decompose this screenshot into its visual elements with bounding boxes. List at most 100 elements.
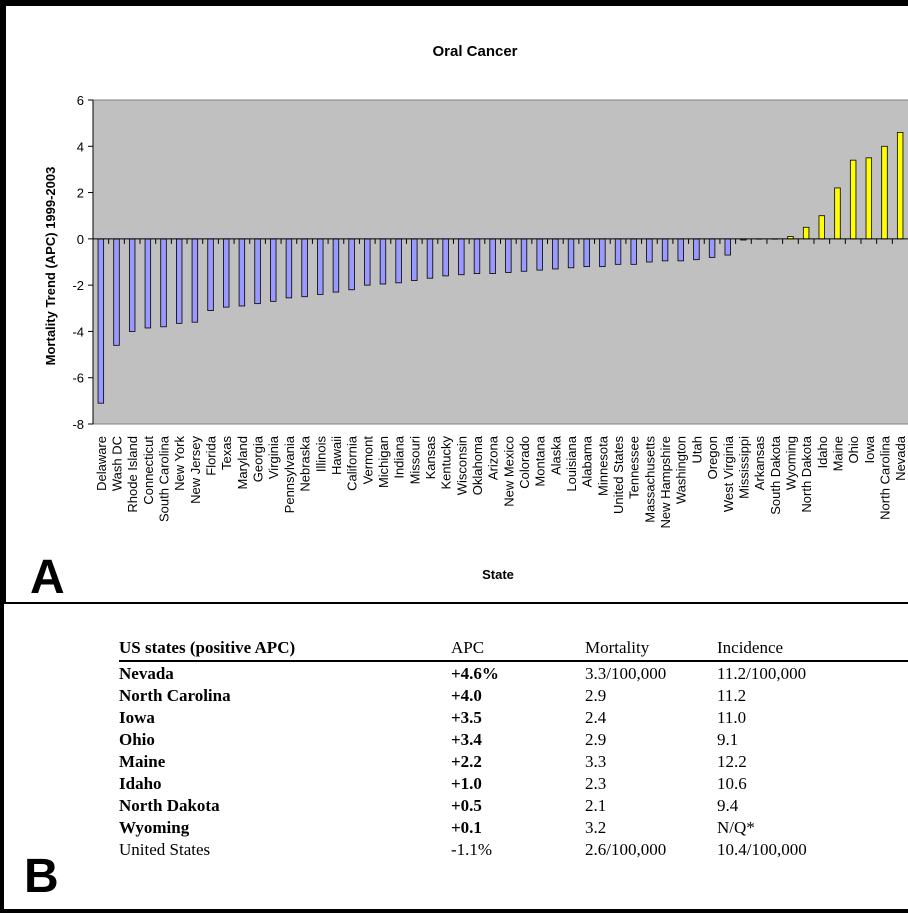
bar <box>301 238 308 298</box>
incidence-cell: 9.1 <box>717 730 739 749</box>
x-tick-label: Colorado <box>517 436 532 489</box>
x-tick-label: Maine <box>830 436 845 471</box>
panel-label-a: A <box>30 551 65 604</box>
chart-title: Oral Cancer <box>432 43 517 60</box>
incidence-cell: N/Q* <box>717 818 755 837</box>
bar <box>364 238 371 286</box>
header-mortality: Mortality <box>585 638 650 657</box>
bar <box>583 238 590 268</box>
bar <box>693 238 700 261</box>
apc-cell: +2.2 <box>451 752 482 771</box>
bar <box>426 238 434 279</box>
bar <box>881 145 888 240</box>
x-tick-label: New Hampshire <box>658 436 673 528</box>
x-tick-label: Nebraska <box>298 435 313 491</box>
x-tick-label: Kansas <box>423 436 438 480</box>
bar <box>128 238 136 332</box>
header-states: US states (positive APC) <box>119 638 296 657</box>
mortality-cell: 3.3 <box>585 752 607 771</box>
apc-cell: +4.6% <box>451 664 499 683</box>
bar <box>411 238 418 281</box>
x-tick-label: Kentucky <box>439 436 454 490</box>
state-cell: Maine <box>119 752 166 771</box>
y-tick-label: -6 <box>72 371 84 386</box>
x-tick-label: Tennessee <box>627 436 642 499</box>
x-tick-label: Iowa <box>862 435 877 463</box>
x-tick-label: Louisiana <box>564 435 579 491</box>
incidence-cell: 11.2/100,000 <box>717 664 807 683</box>
x-tick-label: Hawaii <box>329 436 344 475</box>
apc-cell: +3.5 <box>451 708 482 727</box>
incidence-cell: 12.2 <box>717 752 747 771</box>
bar <box>238 238 246 307</box>
mortality-cell: 2.6/100,000 <box>585 840 667 859</box>
table-row: Maine +2.2 3.3 12.2 <box>119 750 908 772</box>
x-tick-label: Montana <box>533 435 548 486</box>
x-tick-label: Wyoming <box>783 436 798 490</box>
table-row: United States -1.1% 2.6/100,000 10.4/100,00… <box>119 838 908 860</box>
x-tick-label: California <box>345 435 360 491</box>
x-tick-label: Indiana <box>392 435 407 478</box>
y-tick-label: 0 <box>77 232 84 247</box>
x-tick-label: Rhode Island <box>125 436 140 513</box>
x-tick-label: Nevada <box>893 435 908 481</box>
x-tick-label: South Dakota <box>768 435 783 515</box>
panel-label-b: B <box>24 850 59 903</box>
apc-cell: -1.1% <box>451 840 493 859</box>
state-cell: Idaho <box>119 774 162 793</box>
bar <box>552 238 559 270</box>
table-row: Nevada +4.6% 3.3/100,000 11.2/100,000 <box>119 662 908 684</box>
x-tick-label: Washington <box>674 436 689 504</box>
x-tick-label: Wisconsin <box>454 436 469 495</box>
x-tick-label: Alaska <box>548 435 563 475</box>
table-row: North Dakota +0.5 2.1 9.4 <box>119 794 908 816</box>
bar <box>254 238 261 305</box>
x-tick-label: Delaware <box>94 436 109 491</box>
mortality-cell: 3.2 <box>585 818 607 837</box>
bar <box>175 238 183 324</box>
x-tick-label: Ohio <box>846 436 861 463</box>
table-row: Wyoming +0.1 3.2 N/Q* <box>119 816 908 838</box>
bar <box>379 238 387 285</box>
x-tick-label: Minnesota <box>595 435 610 496</box>
state-cell: Ohio <box>119 730 155 749</box>
x-tick-label: Alabama <box>580 435 595 487</box>
bar <box>144 238 152 329</box>
header-incidence: Incidence <box>717 638 784 657</box>
x-tick-label: North Dakota <box>799 435 814 512</box>
bar <box>458 238 465 276</box>
bar-chart: Oral Cancer 6 4 2 0 -2 -4 -6 -8 Delaware Wash DC… <box>43 43 908 582</box>
mortality-cell: 2.9 <box>585 730 607 749</box>
bar <box>223 238 230 308</box>
bar <box>802 226 810 240</box>
bar <box>505 238 512 273</box>
y-tick-label: 2 <box>77 186 84 201</box>
x-tick-label: Mississippi <box>736 436 751 499</box>
bar <box>348 238 355 291</box>
bar <box>160 238 167 328</box>
bar <box>473 238 481 274</box>
y-axis: 6 4 2 0 -2 -4 -6 -8 <box>72 93 94 432</box>
y-tick-label: 6 <box>77 93 84 108</box>
incidence-cell: 10.4/100,000 <box>717 840 807 859</box>
apc-cell: +3.4 <box>451 730 482 749</box>
bar <box>207 238 214 311</box>
bar <box>599 238 606 268</box>
x-tick-label: Arkansas <box>752 436 767 491</box>
table-row: Ohio +3.4 2.9 9.1 <box>119 728 908 750</box>
mortality-cell: 2.1 <box>585 796 607 815</box>
x-axis-title: State <box>482 567 514 582</box>
y-tick-label: 4 <box>77 139 84 154</box>
table-row: Iowa +3.5 2.4 11.0 <box>119 706 908 728</box>
bar <box>614 238 622 265</box>
incidence-cell: 11.2 <box>717 686 747 705</box>
y-tick-label: -2 <box>72 278 84 293</box>
bar <box>270 238 277 302</box>
x-tick-label: Arizona <box>486 435 501 480</box>
bar <box>536 238 543 271</box>
apc-cell: +0.5 <box>451 796 482 815</box>
mortality-cell: 3.3/100,000 <box>585 664 667 683</box>
bar <box>191 238 199 323</box>
bar <box>724 238 731 256</box>
bar <box>332 238 340 293</box>
